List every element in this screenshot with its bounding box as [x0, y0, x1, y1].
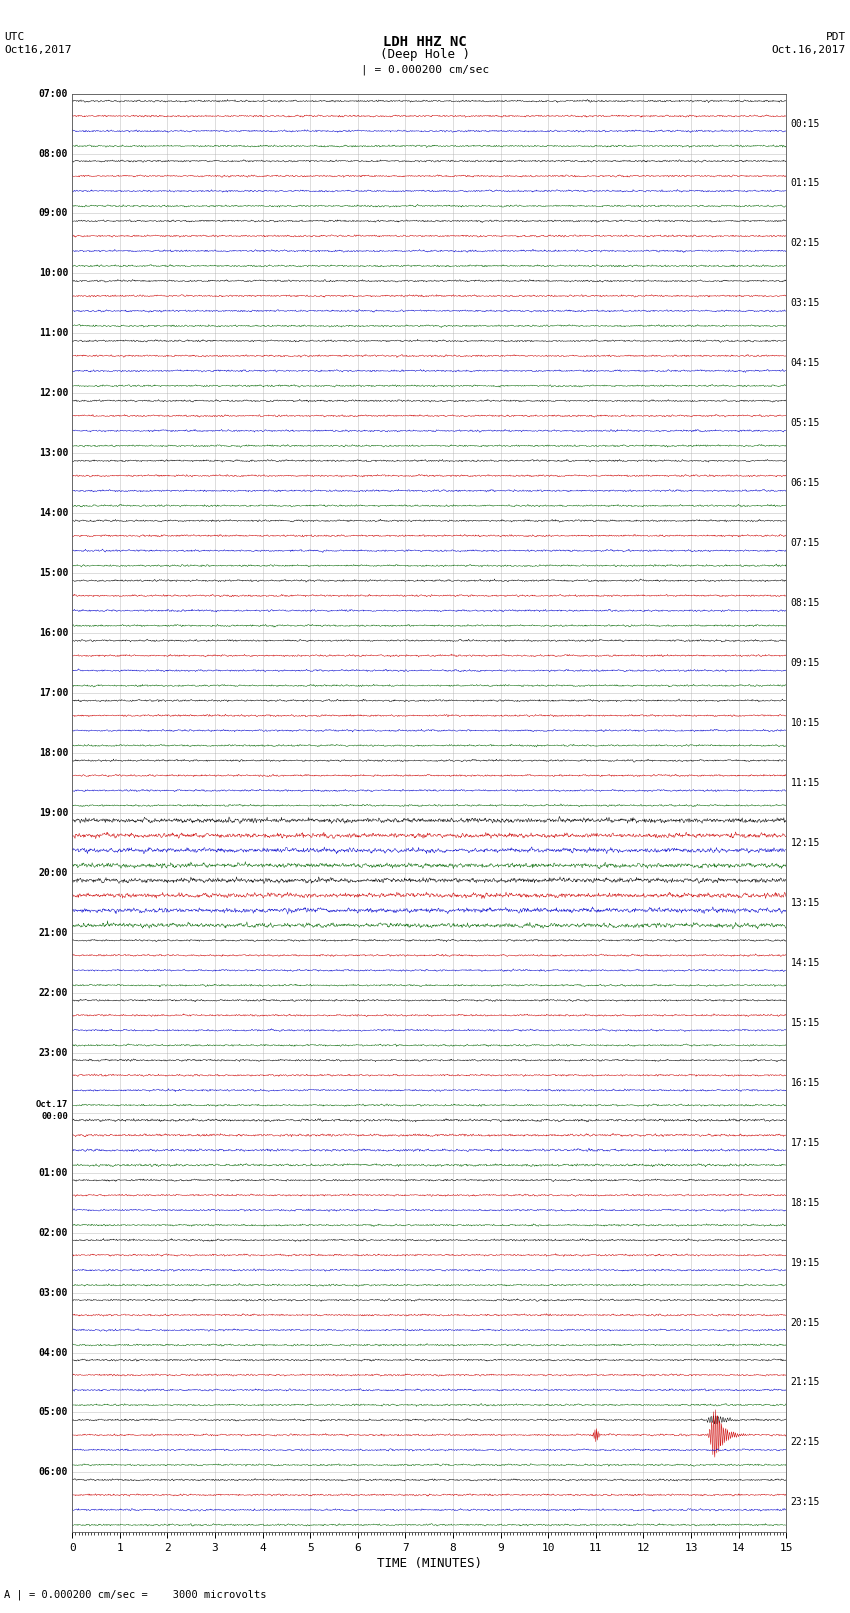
Text: 06:15: 06:15	[790, 477, 819, 489]
Text: Oct16,2017: Oct16,2017	[4, 45, 71, 55]
Text: 23:00: 23:00	[39, 1048, 68, 1058]
Text: | = 0.000200 cm/sec: | = 0.000200 cm/sec	[361, 65, 489, 76]
Text: 09:00: 09:00	[39, 208, 68, 218]
Text: 11:15: 11:15	[790, 777, 819, 789]
Text: 08:00: 08:00	[39, 148, 68, 158]
Text: 00:15: 00:15	[790, 118, 819, 129]
Text: 18:15: 18:15	[790, 1197, 819, 1208]
Text: 18:00: 18:00	[39, 748, 68, 758]
Text: 15:00: 15:00	[39, 568, 68, 577]
Text: 12:15: 12:15	[790, 837, 819, 848]
Text: 03:15: 03:15	[790, 298, 819, 308]
Text: 02:15: 02:15	[790, 239, 819, 248]
Text: 19:15: 19:15	[790, 1258, 819, 1268]
Text: (Deep Hole ): (Deep Hole )	[380, 48, 470, 61]
Text: 15:15: 15:15	[790, 1018, 819, 1027]
Text: 17:15: 17:15	[790, 1137, 819, 1148]
Text: 12:00: 12:00	[39, 389, 68, 398]
Text: 07:00: 07:00	[39, 89, 68, 98]
Text: 22:00: 22:00	[39, 987, 68, 998]
Text: 03:00: 03:00	[39, 1287, 68, 1297]
Text: 08:15: 08:15	[790, 598, 819, 608]
Text: 01:15: 01:15	[790, 179, 819, 189]
Text: 04:00: 04:00	[39, 1347, 68, 1358]
Text: 10:15: 10:15	[790, 718, 819, 727]
Text: 14:15: 14:15	[790, 958, 819, 968]
Text: PDT: PDT	[825, 32, 846, 42]
Text: 05:15: 05:15	[790, 418, 819, 429]
Text: UTC: UTC	[4, 32, 25, 42]
Text: Oct.17: Oct.17	[36, 1100, 68, 1108]
X-axis label: TIME (MINUTES): TIME (MINUTES)	[377, 1557, 482, 1569]
Text: 20:15: 20:15	[790, 1318, 819, 1327]
Text: 07:15: 07:15	[790, 539, 819, 548]
Text: 02:00: 02:00	[39, 1227, 68, 1237]
Text: 05:00: 05:00	[39, 1408, 68, 1418]
Text: 01:00: 01:00	[39, 1168, 68, 1177]
Text: 11:00: 11:00	[39, 329, 68, 339]
Text: 21:15: 21:15	[790, 1378, 819, 1387]
Text: 09:15: 09:15	[790, 658, 819, 668]
Text: LDH HHZ NC: LDH HHZ NC	[383, 35, 467, 50]
Text: 19:00: 19:00	[39, 808, 68, 818]
Text: 16:00: 16:00	[39, 627, 68, 639]
Text: 10:00: 10:00	[39, 268, 68, 279]
Text: 21:00: 21:00	[39, 927, 68, 937]
Text: 13:15: 13:15	[790, 898, 819, 908]
Text: 13:00: 13:00	[39, 448, 68, 458]
Text: 20:00: 20:00	[39, 868, 68, 877]
Text: A | = 0.000200 cm/sec =    3000 microvolts: A | = 0.000200 cm/sec = 3000 microvolts	[4, 1589, 267, 1600]
Text: 06:00: 06:00	[39, 1468, 68, 1478]
Text: 22:15: 22:15	[790, 1437, 819, 1447]
Text: Oct.16,2017: Oct.16,2017	[772, 45, 846, 55]
Text: 14:00: 14:00	[39, 508, 68, 518]
Text: 17:00: 17:00	[39, 689, 68, 698]
Text: 16:15: 16:15	[790, 1077, 819, 1087]
Text: 00:00: 00:00	[41, 1113, 68, 1121]
Text: 04:15: 04:15	[790, 358, 819, 368]
Text: 23:15: 23:15	[790, 1497, 819, 1508]
